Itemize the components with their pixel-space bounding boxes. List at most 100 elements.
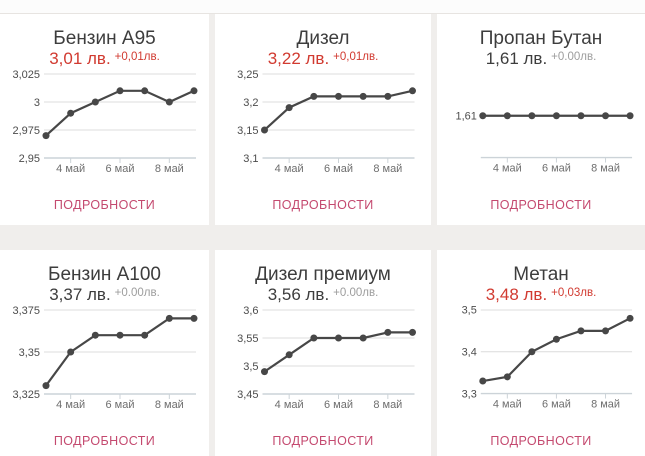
- x-axis-label: 4 май: [275, 399, 304, 411]
- x-axis-label: 4 май: [56, 163, 85, 175]
- price-row: 3,22 лв. +0,01лв.: [215, 50, 431, 67]
- fuel-card: Пропан Бутан 1,61 лв. +0.00лв. 1,61 4 май 6…: [437, 14, 645, 225]
- data-point: [602, 112, 610, 120]
- data-point: [261, 126, 268, 134]
- data-point: [577, 327, 585, 335]
- y-axis-label: 3: [34, 97, 40, 109]
- y-axis-label: 3,6: [243, 305, 258, 317]
- x-axis-label: 6 май: [542, 162, 571, 174]
- price-change: +0.00лв.: [114, 287, 160, 299]
- x-axis-label: 4 май: [493, 162, 522, 174]
- price-change: +0,01лв.: [114, 51, 160, 63]
- fuel-title: Дизел: [296, 28, 350, 49]
- details-link[interactable]: ПОДРОБНОСТИ: [53, 198, 156, 212]
- data-point: [503, 112, 511, 120]
- y-axis-label: 3,45: [237, 389, 258, 401]
- current-price: 1,61 лв.: [485, 49, 548, 68]
- price-line-chart: 3,5 3,4 3,3 4 май 6 май 8 май: [462, 305, 634, 410]
- x-axis-label: 8 май: [155, 163, 184, 175]
- details-link[interactable]: ПОДРОБНОСТИ: [490, 434, 592, 448]
- x-axis-label: 6 май: [324, 399, 353, 411]
- y-axis-label: 2,975: [12, 125, 40, 137]
- x-axis-label: 8 май: [155, 399, 184, 411]
- price-line-chart: 3,025 3 2,975 2,95 4 май 6 май 8 май: [12, 69, 198, 175]
- x-axis-label: 4 май: [56, 399, 85, 411]
- price-line-chart: 3,25 3,2 3,15 3,1 4 май 6 май 8 май: [237, 69, 416, 175]
- data-point: [552, 335, 560, 343]
- fuel-title: Метан: [513, 264, 569, 285]
- fuel-title: Бензин А95: [53, 28, 156, 49]
- price-row: 3,48 лв. +0,03лв.: [437, 286, 645, 303]
- y-axis-label: 3,5: [243, 361, 258, 373]
- data-point: [165, 98, 173, 106]
- data-point: [409, 87, 416, 95]
- y-axis-label: 3,1: [243, 153, 258, 165]
- data-point: [384, 328, 392, 336]
- data-point: [528, 348, 536, 356]
- data-point: [503, 373, 511, 381]
- x-axis-label: 8 май: [591, 398, 620, 410]
- data-point: [141, 331, 149, 339]
- data-point: [359, 92, 367, 100]
- data-point: [91, 98, 99, 106]
- data-point: [602, 327, 610, 335]
- data-point: [479, 112, 487, 120]
- x-axis-label: 8 май: [373, 163, 402, 175]
- price-change: +0,01лв.: [333, 51, 379, 63]
- details-link[interactable]: ПОДРОБНОСТИ: [272, 198, 374, 212]
- y-axis-label: 1,61: [456, 111, 477, 123]
- y-axis-label: 3,55: [237, 333, 258, 345]
- data-point: [285, 351, 293, 359]
- price-row: 3,37 лв. +0.00лв.: [0, 286, 209, 303]
- details-link[interactable]: ПОДРОБНОСТИ: [490, 198, 592, 212]
- price-line-chart: 1,61 4 май 6 май 8 май: [456, 111, 634, 174]
- data-point: [141, 87, 149, 95]
- price-row: 3,56 лв. +0.00лв.: [215, 286, 431, 303]
- price-line: [482, 317, 631, 383]
- price-line-chart: 3,375 3,35 3,325 4 май 6 май 8 май: [12, 305, 198, 411]
- data-point: [359, 334, 367, 342]
- y-axis-label: 3,2: [243, 97, 258, 109]
- x-axis-label: 6 май: [106, 399, 135, 411]
- y-axis-label: 3,15: [237, 125, 258, 137]
- data-point: [190, 87, 198, 95]
- data-point: [67, 109, 75, 117]
- data-point: [116, 87, 124, 95]
- data-point: [310, 334, 318, 342]
- fuel-title: Дизел премиум: [255, 264, 391, 285]
- current-price: 3,48 лв.: [485, 285, 548, 304]
- fuel-card: Дизел премиум 3,56 лв. +0.00лв. 3,6 3,55 3,…: [215, 250, 431, 456]
- data-point: [190, 314, 198, 322]
- data-point: [626, 314, 634, 322]
- data-point: [261, 368, 268, 376]
- data-point: [335, 334, 342, 342]
- x-axis-label: 4 май: [493, 398, 522, 410]
- data-point: [479, 377, 487, 385]
- x-axis-label: 6 май: [324, 163, 353, 175]
- price-row: 3,01 лв. +0,01лв.: [0, 50, 209, 67]
- y-axis-label: 3,35: [19, 347, 40, 359]
- data-point: [116, 331, 124, 339]
- data-point: [528, 112, 536, 120]
- data-point: [409, 328, 416, 336]
- fuel-title: Бензин А100: [48, 264, 161, 285]
- y-axis-label: 2,95: [19, 153, 40, 165]
- y-axis-label: 3,375: [12, 305, 40, 317]
- current-price: 3,22 лв.: [267, 49, 330, 68]
- y-axis-label: 3,3: [462, 388, 477, 400]
- details-link[interactable]: ПОДРОБНОСТИ: [53, 434, 156, 448]
- y-axis-label: 3,5: [462, 305, 477, 317]
- data-point: [42, 382, 50, 390]
- price-change: +0,03лв.: [551, 287, 597, 299]
- price-change: +0.00лв.: [333, 287, 379, 299]
- current-price: 3,56 лв.: [267, 285, 330, 304]
- y-axis-label: 3,25: [237, 69, 258, 81]
- current-price: 3,37 лв.: [49, 285, 111, 304]
- x-axis-label: 6 май: [106, 163, 135, 175]
- x-axis-label: 4 май: [275, 163, 304, 175]
- x-axis-label: 6 май: [542, 398, 571, 410]
- data-point: [335, 92, 342, 100]
- charts-grid: Бензин А95 3,01 лв. +0,01лв. 3,025 3 2,975 2…: [0, 14, 645, 456]
- details-link[interactable]: ПОДРОБНОСТИ: [272, 434, 374, 448]
